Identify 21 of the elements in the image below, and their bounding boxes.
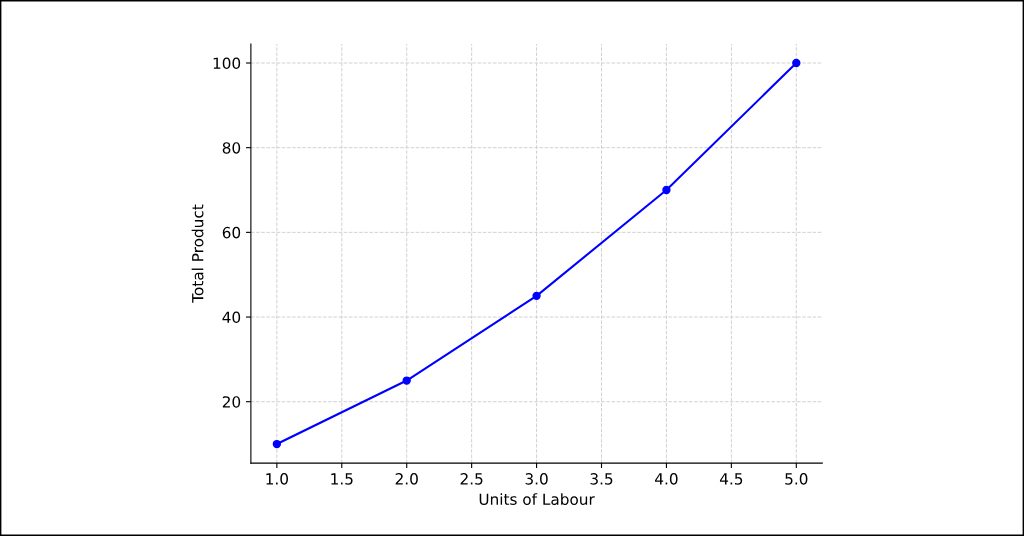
point bbox=[662, 185, 671, 195]
y-tick-label: 20 bbox=[222, 396, 241, 408]
x-tick-label: 1.5 bbox=[331, 473, 353, 485]
point bbox=[792, 58, 801, 68]
x-axis-title: Units of Labour bbox=[479, 493, 595, 505]
y-tick-label: 40 bbox=[222, 311, 241, 324]
x-tick-label: 2.5 bbox=[460, 473, 483, 485]
y-tick-label: 60 bbox=[222, 226, 241, 239]
point bbox=[272, 439, 282, 449]
x-tick-label: 3.0 bbox=[525, 473, 548, 485]
x-tick-label: 4.5 bbox=[719, 473, 743, 485]
x-tick-label: 1.0 bbox=[266, 473, 288, 485]
y-tick-label: 100 bbox=[213, 57, 241, 70]
x-tick-label: 3.5 bbox=[590, 473, 613, 485]
point bbox=[532, 291, 541, 301]
point bbox=[402, 376, 411, 385]
x-tick-label: 4.0 bbox=[655, 473, 678, 485]
y-tick-label: 80 bbox=[222, 142, 241, 154]
x-tick-label: 2.0 bbox=[395, 473, 418, 485]
x-tick-label: 5.0 bbox=[785, 473, 808, 485]
y-axis-title: Total Product bbox=[191, 204, 204, 303]
